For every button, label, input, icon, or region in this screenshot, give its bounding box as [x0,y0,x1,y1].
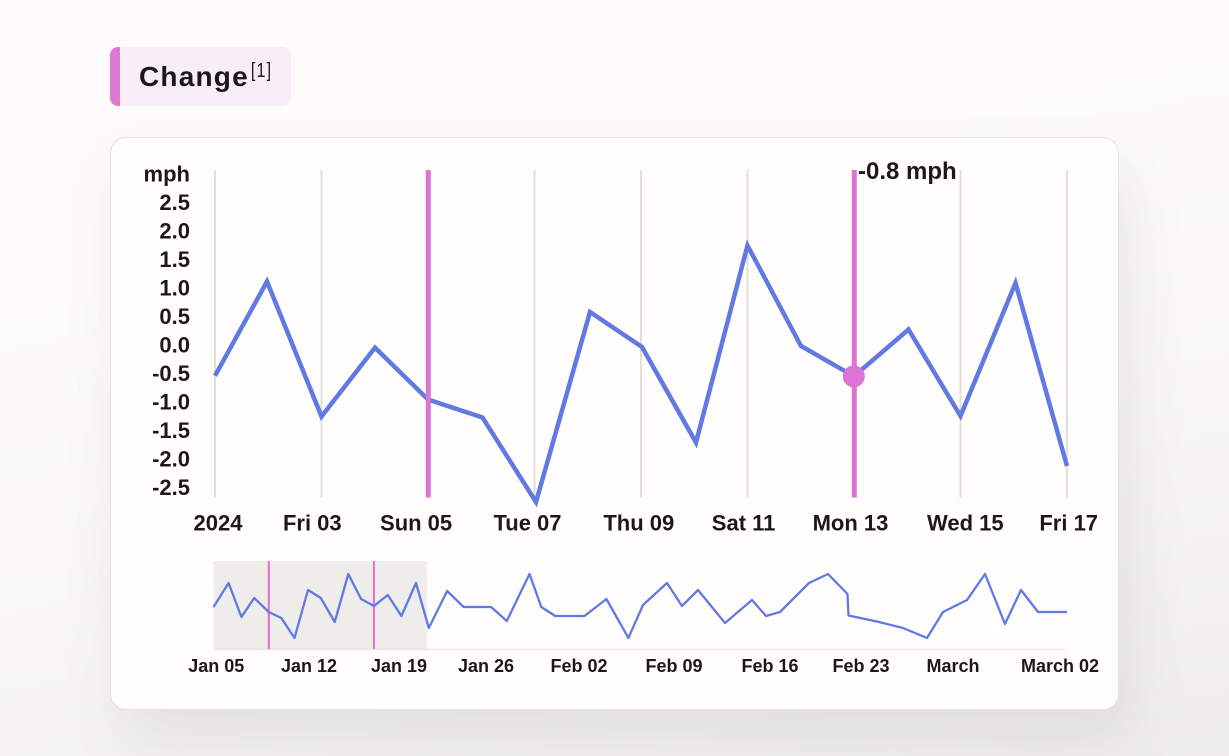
svg-text:2024: 2024 [194,511,244,536]
svg-text:0.5: 0.5 [159,304,190,329]
svg-text:March: March [926,656,979,676]
svg-text:Fri 17: Fri 17 [1039,511,1098,536]
svg-text:Jan 05: Jan 05 [188,656,244,676]
svg-text:Feb 23: Feb 23 [832,656,889,676]
svg-text:Feb 02: Feb 02 [550,656,607,676]
svg-text:mph: mph [144,162,190,187]
svg-text:Jan 12: Jan 12 [281,656,337,676]
svg-text:1.0: 1.0 [159,276,190,301]
svg-text:Wed 15: Wed 15 [927,511,1004,536]
svg-text:-0.8 mph: -0.8 mph [858,158,957,185]
svg-text:-2.0: -2.0 [152,447,190,472]
svg-text:2.5: 2.5 [159,190,190,215]
svg-text:Mon 13: Mon 13 [813,511,889,536]
svg-text:March 02: March 02 [1021,656,1099,676]
svg-text:1.5: 1.5 [159,247,190,272]
svg-text:Feb 16: Feb 16 [741,656,798,676]
svg-text:Sun 05: Sun 05 [380,511,452,536]
svg-text:Thu 09: Thu 09 [603,511,674,536]
svg-text:0.0: 0.0 [159,333,190,358]
svg-text:Jan 19: Jan 19 [371,656,427,676]
svg-text:Sat 11: Sat 11 [712,511,776,536]
svg-text:-1.0: -1.0 [152,390,190,415]
svg-text:Tue 07: Tue 07 [493,511,561,536]
svg-text:-1.5: -1.5 [152,418,190,443]
svg-text:Feb 09: Feb 09 [645,656,702,676]
svg-text:Jan 26: Jan 26 [458,656,514,676]
svg-text:-2.5: -2.5 [152,475,190,500]
svg-text:Fri 03: Fri 03 [283,511,342,536]
svg-text:-0.5: -0.5 [152,361,190,386]
svg-text:2.0: 2.0 [159,219,190,244]
